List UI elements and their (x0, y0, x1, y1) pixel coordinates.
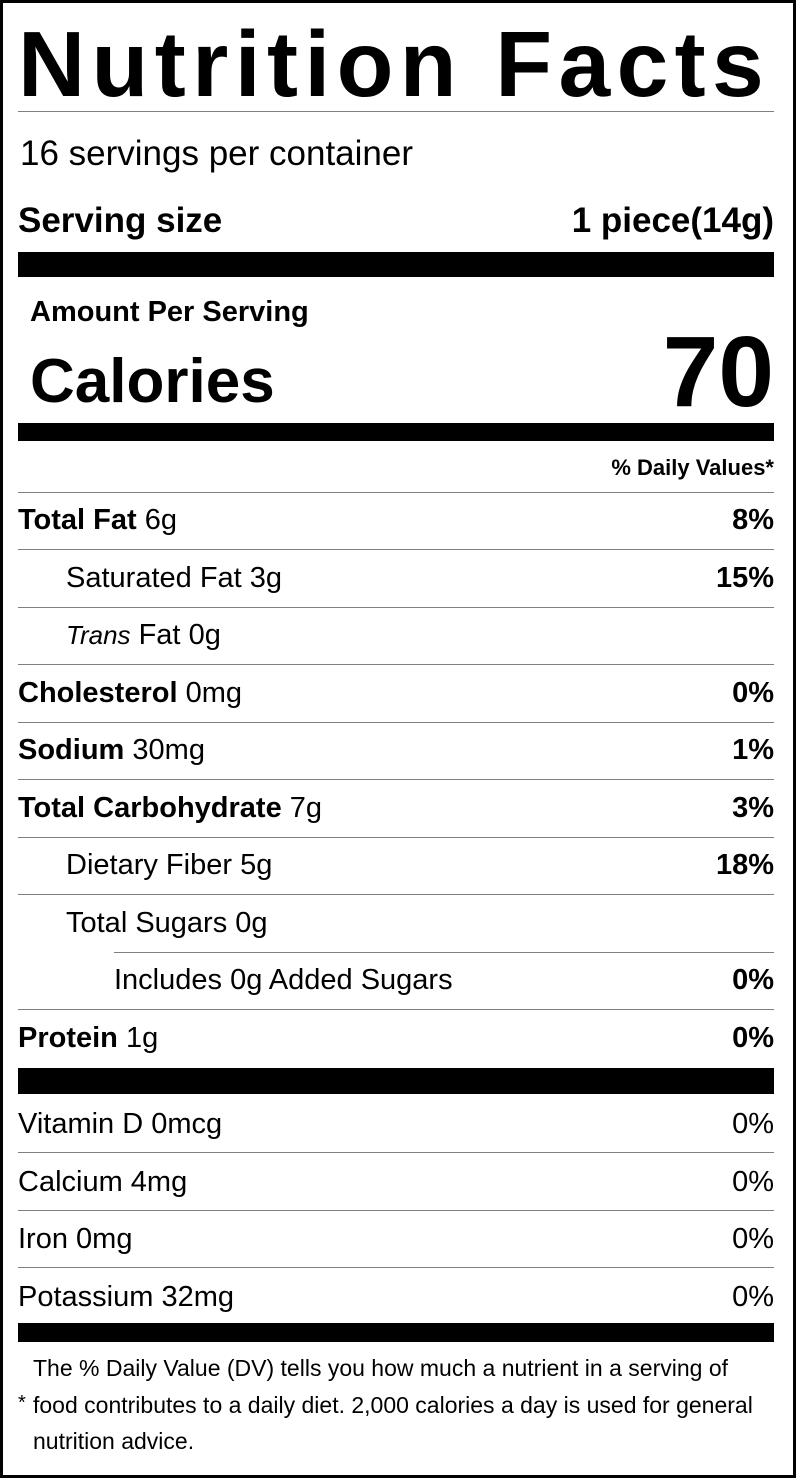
divider (18, 111, 774, 112)
nutrient-label: Protein (18, 1021, 118, 1054)
divider (18, 606, 774, 608)
nutrient-amount: 7g (289, 791, 323, 824)
nutrient-amount: 30mg (132, 734, 205, 766)
footnote-text: The % Daily Value (DV) tells you how muc… (33, 1355, 753, 1454)
nutrient-row: Total Carbohydrate 7g 3% (18, 788, 774, 828)
vitamin-label: Potassium 32mg (18, 1280, 234, 1313)
nutrient-amount: 0mg (185, 676, 243, 709)
vitamin-row: Iron 0mg 0% (18, 1219, 774, 1259)
nutrient-name: Cholesterol 0mg (18, 673, 242, 713)
thick-divider (18, 252, 774, 277)
divider (18, 1267, 774, 1268)
amount-per-serving: Amount Per Serving (30, 296, 309, 328)
calories-value: 70 (662, 316, 774, 428)
divider (18, 1152, 774, 1153)
nutrient-name: Total Sugars 0g (66, 903, 268, 943)
divider (18, 721, 774, 723)
vitamin-row: Calcium 4mg 0% (18, 1162, 774, 1202)
daily-values-header: % Daily Values* (611, 455, 774, 480)
vitamin-dv: 0% (732, 1108, 774, 1140)
nutrient-label: Total Carbohydrate (18, 791, 282, 824)
divider (18, 779, 774, 780)
nutrient-amount: 5g (240, 849, 273, 881)
nutrient-row: Protein 1g 0% (18, 1018, 774, 1058)
nutrient-label: Dietary Fiber (66, 849, 232, 881)
vitamin-label: Vitamin D 0mcg (18, 1108, 223, 1140)
vitamin-dv: 0% (732, 1223, 774, 1255)
footnote-asterisk: * (18, 1392, 26, 1414)
divider (18, 1209, 774, 1211)
vitamin-dv: 0% (732, 1165, 774, 1198)
nutrient-name-italic: Trans (66, 620, 131, 650)
divider (18, 894, 774, 895)
divider (18, 492, 774, 493)
vitamin-row: Vitamin D 0mcg 0% (18, 1104, 774, 1144)
nutrient-name: Dietary Fiber 5g (66, 845, 272, 885)
nutrient-dv: 8% (732, 504, 774, 536)
nutrient-amount: 1g (125, 1021, 159, 1054)
label-title: Nutrition Facts (18, 12, 771, 116)
vitamin-dv: 0% (732, 1280, 774, 1313)
nutrient-row: Saturated Fat 3g 15% (18, 558, 774, 598)
nutrient-name: Total Carbohydrate 7g (18, 788, 322, 828)
servings-per-container: 16 servings per container (20, 134, 413, 173)
nutrient-name: Sodium 30mg (18, 730, 205, 770)
divider (18, 664, 774, 665)
divider (114, 951, 774, 953)
serving-size-label: Serving size (18, 201, 223, 240)
nutrient-row: Dietary Fiber 5g 18% (18, 845, 774, 885)
nutrient-label: Cholesterol (18, 676, 178, 709)
nutrient-label: Sodium (18, 734, 125, 766)
nutrient-row: Trans Fat 0g (18, 615, 774, 655)
nutrient-row: Cholesterol 0mg 0% (18, 673, 774, 713)
divider (18, 549, 774, 550)
vitamin-label: Calcium 4mg (18, 1165, 188, 1198)
thick-divider (18, 1068, 774, 1094)
thick-divider (18, 1323, 774, 1342)
nutrient-dv: 18% (715, 849, 774, 881)
nutrient-dv: 15% (715, 561, 774, 594)
nutrient-row: Includes 0g Added Sugars 0% (18, 960, 774, 1000)
thick-divider (18, 423, 774, 441)
nutrient-name: Includes 0g Added Sugars (114, 960, 453, 1000)
serving-size-value: 1 piece(14g) (571, 201, 774, 240)
divider (18, 836, 774, 838)
nutrient-dv: 0% (732, 1021, 774, 1054)
nutrient-dv: 3% (732, 791, 774, 824)
nutrient-dv: 0% (732, 676, 774, 709)
nutrient-amount: 6g (144, 504, 178, 536)
nutrient-amount: 0g (235, 906, 268, 939)
nutrient-amount: 0g (188, 619, 221, 651)
nutrient-label: Fat (138, 619, 181, 651)
divider (18, 1009, 774, 1010)
nutrient-dv: 0% (732, 964, 774, 996)
vitamin-row: Potassium 32mg 0% (18, 1277, 774, 1317)
nutrient-label: Saturated Fat (66, 561, 242, 594)
nutrient-label: Total Fat (18, 504, 137, 536)
nutrient-row: Total Fat 6g 8% (18, 500, 774, 540)
vitamin-label: Iron 0mg (18, 1223, 133, 1255)
nutrient-label: Includes 0g Added Sugars (114, 964, 453, 996)
nutrient-dv: 1% (732, 734, 774, 766)
nutrient-row: Sodium 30mg 1% (18, 730, 774, 770)
nutrient-name: Total Fat 6g (18, 500, 177, 540)
nutrient-label: Total Sugars (66, 906, 228, 939)
nutrient-row: Total Sugars 0g (18, 903, 774, 943)
nutrient-name: Trans Fat 0g (66, 615, 221, 655)
nutrient-name: Saturated Fat 3g (66, 558, 282, 598)
nutrient-name: Protein 1g (18, 1018, 158, 1058)
calories-label: Calories (30, 347, 275, 416)
nutrient-amount: 3g (249, 561, 283, 594)
